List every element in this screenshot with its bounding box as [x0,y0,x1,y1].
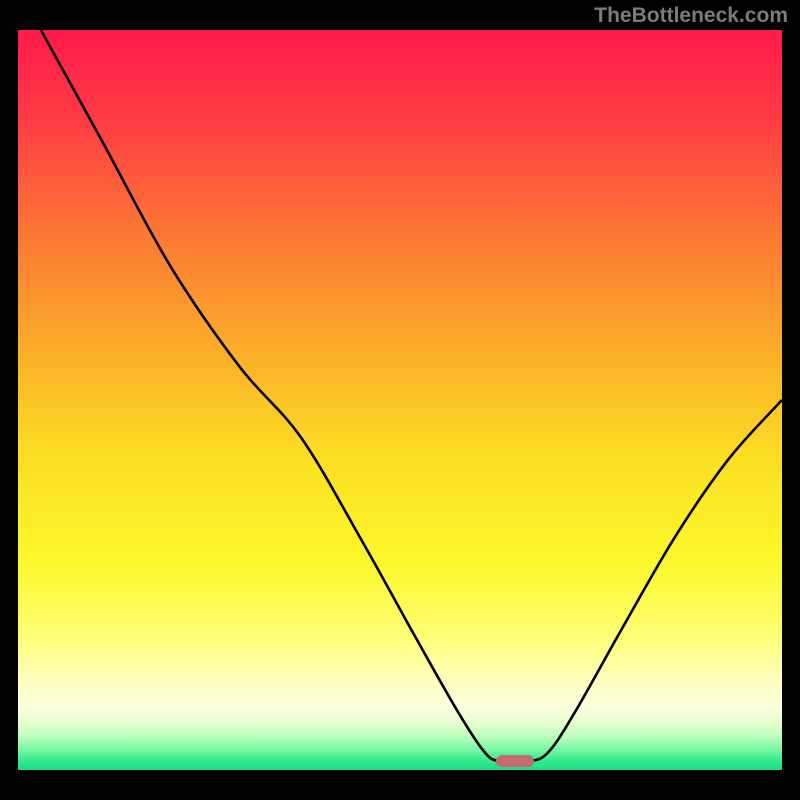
curve-svg [18,30,782,770]
optimal-marker [496,755,534,767]
chart-frame: TheBottleneck.com [0,0,800,800]
plot-area [18,30,782,770]
watermark-text: TheBottleneck.com [594,4,788,28]
bottleneck-curve [41,30,782,762]
plot [18,30,782,770]
